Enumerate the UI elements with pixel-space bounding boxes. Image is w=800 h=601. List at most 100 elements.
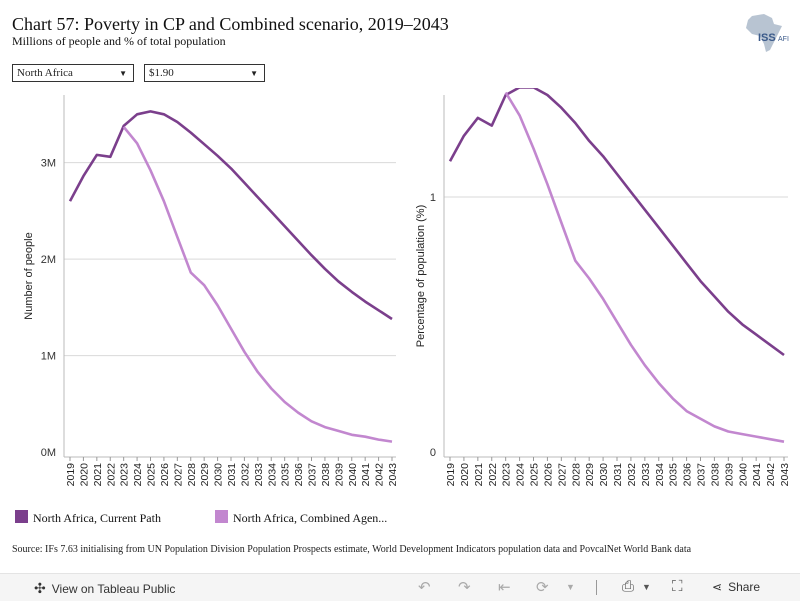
- x-tick-label: 2033: [640, 463, 652, 487]
- africa-map-icon: [746, 14, 782, 52]
- x-tick-label: 2040: [737, 463, 749, 487]
- x-tick-label: 2025: [146, 463, 158, 487]
- x-tick-label: 2034: [266, 463, 278, 487]
- x-tick-label: 2030: [598, 463, 610, 487]
- x-tick-label: 2038: [709, 463, 721, 487]
- x-tick-label: 2027: [556, 463, 568, 487]
- x-tick-label: 2035: [668, 463, 680, 487]
- x-tick-label: 2034: [654, 463, 666, 487]
- x-tick-label: 2031: [612, 463, 624, 487]
- chevron-down-icon[interactable]: ▼: [642, 582, 651, 592]
- x-tick-label: 2021: [473, 463, 485, 487]
- x-tick-label: 2043: [779, 463, 791, 487]
- x-tick-label: 2024: [132, 463, 144, 487]
- x-tick-label: 2036: [293, 463, 305, 487]
- undo-icon[interactable]: ↶: [418, 579, 431, 596]
- iss-afi-logo: ISS AFI: [738, 12, 790, 54]
- x-tick-label: 2024: [515, 463, 527, 487]
- x-tick-label: 2042: [765, 463, 777, 487]
- x-tick-label: 2038: [320, 463, 332, 487]
- x-tick-label: 2039: [723, 463, 735, 487]
- chevron-down-icon: ▼: [250, 69, 258, 78]
- legend-swatch: [15, 510, 28, 523]
- legend-swatch: [215, 510, 228, 523]
- x-tick-label: 2020: [78, 463, 90, 487]
- source-note: Source: IFs 7.63 initialising from UN Po…: [12, 544, 692, 555]
- legend-item-current-path[interactable]: North Africa, Current Path: [15, 510, 161, 526]
- x-tick-label: 2043: [387, 463, 399, 487]
- poverty-line-dropdown-value: $1.90: [149, 67, 174, 79]
- share-icon: ⋖: [712, 580, 723, 594]
- x-tick-label: 2036: [682, 463, 694, 487]
- x-tick-label: 2040: [347, 463, 359, 487]
- legend-label: North Africa, Current Path: [33, 511, 161, 525]
- x-tick-label: 2023: [501, 463, 513, 487]
- logo-text: ISS: [758, 32, 776, 44]
- y-tick-label: 3M: [41, 158, 56, 170]
- x-tick-label: 2031: [226, 463, 238, 487]
- chart-subtitle: Millions of people and % of total popula…: [12, 34, 226, 48]
- x-tick-label: 2028: [570, 463, 582, 487]
- region-dropdown[interactable]: North Africa ▼: [12, 64, 134, 82]
- x-tick-label: 2029: [584, 463, 596, 487]
- x-tick-label: 2029: [199, 463, 211, 487]
- x-tick-label: 2033: [253, 463, 265, 487]
- y-tick-label: 2M: [41, 254, 56, 266]
- y-axis-label: Percentage of population (%): [415, 205, 427, 347]
- x-tick-label: 2022: [487, 463, 499, 487]
- x-tick-label: 2035: [280, 463, 292, 487]
- poverty-line-dropdown[interactable]: $1.90 ▼: [144, 64, 265, 82]
- x-tick-label: 2023: [119, 463, 131, 487]
- x-tick-label: 2042: [374, 463, 386, 487]
- tableau-icon: ✣: [34, 580, 46, 596]
- view-on-tableau-link[interactable]: ✣ View on Tableau Public: [34, 580, 175, 597]
- x-tick-label: 2041: [360, 463, 372, 487]
- x-tick-label: 2032: [626, 463, 638, 487]
- x-tick-label: 2037: [307, 463, 319, 487]
- share-label: Share: [728, 580, 761, 594]
- series-line-current-path[interactable]: [68, 110, 393, 321]
- region-dropdown-value: North Africa: [17, 67, 73, 79]
- y-tick-label: 0: [430, 447, 436, 459]
- series-line-combined-agenda[interactable]: [504, 91, 785, 443]
- x-tick-label: 2019: [445, 463, 457, 487]
- x-tick-label: 2025: [529, 463, 541, 487]
- legend-label: North Africa, Combined Agen...: [233, 511, 388, 525]
- revert-icon[interactable]: ⇤: [498, 579, 511, 596]
- download-icon[interactable]: ⎙: [622, 578, 635, 595]
- x-tick-label: 2020: [459, 463, 471, 487]
- view-on-tableau-label: View on Tableau Public: [51, 582, 176, 596]
- y-tick-label: 0M: [41, 447, 56, 459]
- legend-item-combined-agenda[interactable]: North Africa, Combined Agen...: [215, 510, 387, 526]
- x-tick-label: 2026: [159, 463, 171, 487]
- x-tick-label: 2019: [65, 463, 77, 487]
- x-tick-label: 2028: [186, 463, 198, 487]
- x-tick-label: 2027: [172, 463, 184, 487]
- series-line-current-path[interactable]: [448, 88, 785, 357]
- tableau-toolbar: ✣ View on Tableau Public ↶ ↷ ⇤ ⟳ ▼ ⎙ ▼ ⛶ …: [0, 573, 800, 601]
- x-tick-label: 2026: [542, 463, 554, 487]
- logo-suffix: AFI: [778, 36, 789, 43]
- x-tick-label: 2032: [239, 463, 251, 487]
- chart-title: Chart 57: Poverty in CP and Combined sce…: [12, 14, 449, 34]
- y-tick-label: 1M: [41, 351, 56, 363]
- chevron-down-icon[interactable]: ▼: [566, 582, 575, 592]
- share-button[interactable]: ⋖ Share: [712, 580, 760, 594]
- x-tick-label: 2030: [213, 463, 225, 487]
- chart-panel-1: 0M 1M 2M 3M 2019 2020 2021 2022 2023 2024 2025 2026…: [23, 95, 399, 486]
- x-tick-label: 2021: [92, 463, 104, 487]
- x-tick-label: 2041: [751, 463, 763, 487]
- series-line-combined-agenda[interactable]: [122, 126, 393, 443]
- redo-icon[interactable]: ↷: [458, 579, 471, 596]
- refresh-icon[interactable]: ⟳: [536, 579, 549, 596]
- chevron-down-icon: ▼: [119, 69, 127, 78]
- fullscreen-icon[interactable]: ⛶: [672, 578, 683, 595]
- x-tick-label: 2022: [105, 463, 117, 487]
- y-tick-label: 1: [430, 192, 436, 204]
- toolbar-divider: [596, 580, 597, 595]
- x-tick-label: 2039: [333, 463, 345, 487]
- x-tick-label: 2037: [696, 463, 708, 487]
- y-axis-label: Number of people: [23, 232, 35, 319]
